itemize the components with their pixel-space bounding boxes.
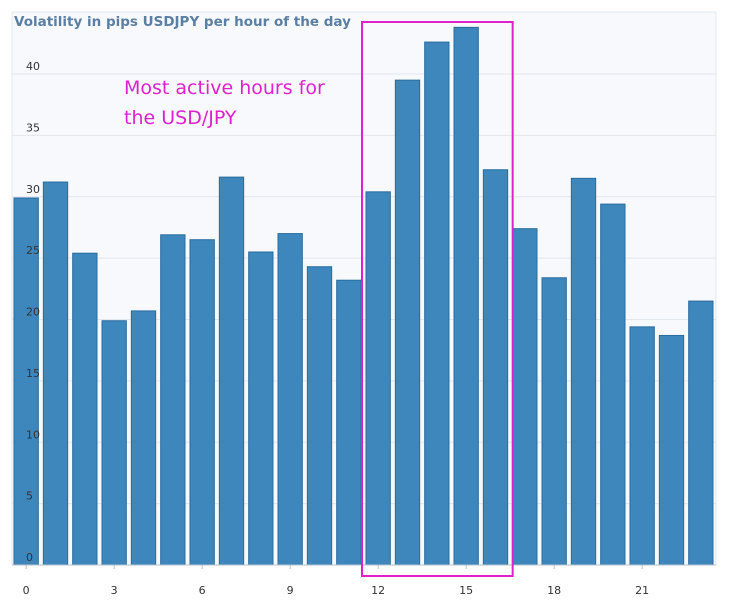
y-tick-label: 20 [26, 306, 40, 319]
bar-hour-9 [277, 233, 303, 566]
bar-hour-2 [72, 252, 98, 566]
highlight-box [361, 21, 514, 577]
bar-hour-11 [336, 279, 362, 566]
x-tick-label: 18 [547, 584, 561, 597]
annotation-line-2: the USD/JPY [124, 107, 237, 129]
bar-hour-18 [541, 277, 567, 566]
x-tick-label: 15 [459, 584, 473, 597]
bar-hour-4 [130, 310, 157, 566]
x-axis-tick-labels: 0 3 6 9 12 15 18 21 [23, 565, 649, 597]
bar-hour-8 [248, 251, 274, 566]
annotation-line-1: Most active hours for [124, 77, 325, 99]
bar-hour-5 [160, 234, 186, 566]
y-tick-label: 15 [26, 367, 40, 380]
plot-background [11, 11, 717, 566]
y-tick-label: 40 [26, 60, 40, 73]
bar-hour-19 [570, 177, 597, 566]
y-tick-label: 35 [26, 121, 40, 134]
bar-hour-20 [600, 203, 626, 566]
bar-hour-1 [42, 181, 69, 566]
y-tick-label: 10 [26, 428, 40, 441]
x-tick-label: 21 [635, 584, 649, 597]
x-tick-label: 3 [111, 584, 118, 597]
y-tick-label: 25 [26, 244, 40, 257]
y-tick-label: 30 [26, 183, 40, 196]
y-tick-label: 5 [26, 490, 33, 503]
x-tick-label: 6 [199, 584, 206, 597]
bar-hour-3 [101, 320, 127, 566]
bar-hour-12 [365, 191, 391, 566]
bar-hour-23 [688, 300, 714, 566]
bars-group [13, 26, 714, 566]
bar-hour-7 [218, 176, 245, 566]
y-axis-tick-labels: 0 5 10 15 20 25 30 35 40 [26, 60, 40, 564]
x-tick-label: 12 [371, 584, 385, 597]
y-tick-label: 0 [26, 551, 33, 564]
grid-lines [12, 73, 716, 505]
bar-hour-14 [424, 41, 450, 566]
x-tick-label: 9 [287, 584, 294, 597]
chart-title: Volatility in pips USDJPY per hour of th… [14, 14, 351, 30]
x-tick-label: 0 [23, 584, 30, 597]
bar-hour-22 [658, 334, 685, 566]
bar-hour-10 [306, 266, 333, 566]
bar-hour-13 [394, 79, 421, 566]
bar-hour-21 [629, 326, 655, 566]
bar-hour-15 [453, 26, 479, 566]
bar-hour-17 [512, 228, 538, 566]
bar-hour-6 [189, 239, 215, 566]
bar-hour-16 [482, 169, 509, 566]
